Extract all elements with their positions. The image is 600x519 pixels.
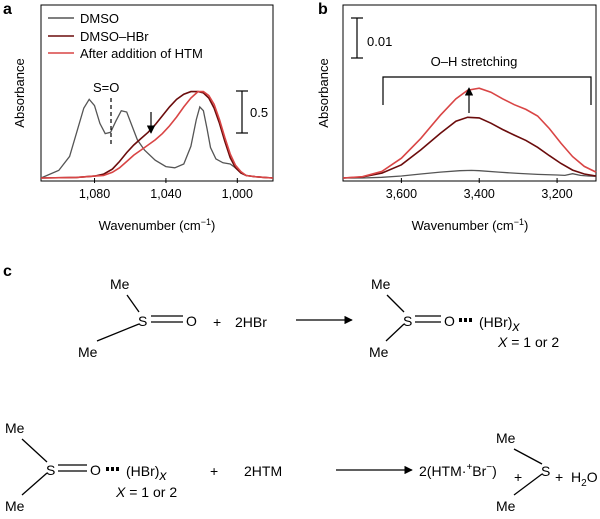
scale-bar-a-label: 0.5 [250, 105, 268, 120]
plus-sign: + [514, 469, 522, 485]
chart-a-series-line-1 [40, 90, 274, 179]
y-axis-title-b: Absorbance [316, 58, 331, 127]
legend-label-htm: After addition of HTM [80, 46, 203, 61]
chart-a-x-tick-label: 1,080 [79, 187, 110, 201]
x-axis-title-b: Wavenumber (cm−1) [412, 217, 529, 233]
chart-a-frame [40, 4, 274, 182]
scale-bar-b-label: 0.01 [367, 34, 392, 49]
chart-b-series-line-2 [342, 87, 597, 179]
sulfur-label: S [541, 463, 550, 479]
reaction-1: Me Me S O + 2HBr Me Me S O [78, 276, 559, 360]
reaction-2: Me Me S O (HBr)x X = 1 or 2 + 2HTM 2(HTM… [5, 420, 598, 514]
sulfur-label: S [138, 313, 147, 329]
panel-b-label: b [318, 1, 328, 18]
oxygen-label: O [186, 313, 197, 329]
chart-b-x-tick-label: 3,600 [386, 187, 417, 201]
me-label: Me [5, 420, 25, 436]
legend-label-dmso: DMSO [80, 11, 119, 26]
me-label: Me [5, 498, 25, 514]
me-label: Me [78, 344, 98, 360]
chart-b: 3,600 3,400 3,200 0.01 O–H stretching Abso… [316, 4, 597, 233]
chart-a: 1,080 1,040 1,000 DMSO DMSO–HBr After addi… [12, 4, 274, 233]
dmso-hbr-complex-2: Me Me S O (HBr)x X = 1 or 2 [5, 420, 177, 514]
chart-b-series-line-0 [343, 169, 597, 179]
htm-reagent: 2HTM [244, 463, 282, 479]
sulfur-label: S [46, 462, 55, 478]
hbr-group: (HBr)x [126, 463, 167, 483]
chart-a-legend: DMSO DMSO–HBr After addition of HTM [48, 11, 203, 61]
panel-c-label: c [3, 263, 12, 280]
dimethyl-sulfide: Me Me S [496, 430, 550, 514]
x-condition: X = 1 or 2 [115, 484, 177, 500]
legend-label-dmso-hbr: DMSO–HBr [80, 29, 149, 44]
chart-a-series-line-0 [40, 98, 274, 179]
plus-sign: + [213, 314, 221, 330]
me-label: Me [369, 344, 389, 360]
peak-label-so: S=O [93, 80, 119, 95]
oxygen-label: O [444, 313, 455, 329]
sulfur-label: S [403, 313, 412, 329]
chart-a-x-tick-label: 1,040 [150, 187, 181, 201]
hydrogen-bond-dots [106, 467, 119, 471]
dmso-hbr-complex: Me Me S O (HBr)x X = 1 or 2 [369, 276, 559, 360]
x-condition: X = 1 or 2 [497, 334, 559, 350]
htm-salt-product: 2(HTM·+Br−) [419, 462, 497, 479]
hydrogen-bond-dots [459, 318, 472, 322]
hbr-group: (HBr)x [479, 314, 520, 334]
me-label: Me [371, 276, 391, 292]
oh-bracket [382, 76, 592, 105]
scale-bar-a [236, 90, 248, 134]
me-label: Me [496, 430, 516, 446]
water-product: H2O [571, 469, 598, 489]
oxygen-label: O [90, 462, 101, 478]
plus-sign: + [555, 469, 563, 485]
x-axis-title-a: Wavenumber (cm−1) [99, 217, 216, 233]
scale-bar-b [351, 17, 363, 59]
chart-b-series-line-1 [342, 116, 597, 179]
me-label: Me [110, 276, 130, 292]
plus-sign: + [210, 463, 218, 479]
hbr-reagent: 2HBr [235, 314, 267, 330]
chart-b-x-tick-label: 3,400 [464, 187, 495, 201]
me-label: Me [496, 498, 516, 514]
chart-a-series-line-2 [40, 90, 274, 179]
bracket-label: O–H stretching [431, 54, 518, 69]
chart-b-frame [342, 4, 597, 182]
dmso-structure-1: Me Me S O [78, 276, 197, 360]
panel-a-label: a [3, 1, 12, 18]
chart-b-x-tick-label: 3,200 [541, 187, 572, 201]
y-axis-title-a: Absorbance [12, 58, 27, 127]
chart-a-x-tick-label: 1,000 [222, 187, 253, 201]
